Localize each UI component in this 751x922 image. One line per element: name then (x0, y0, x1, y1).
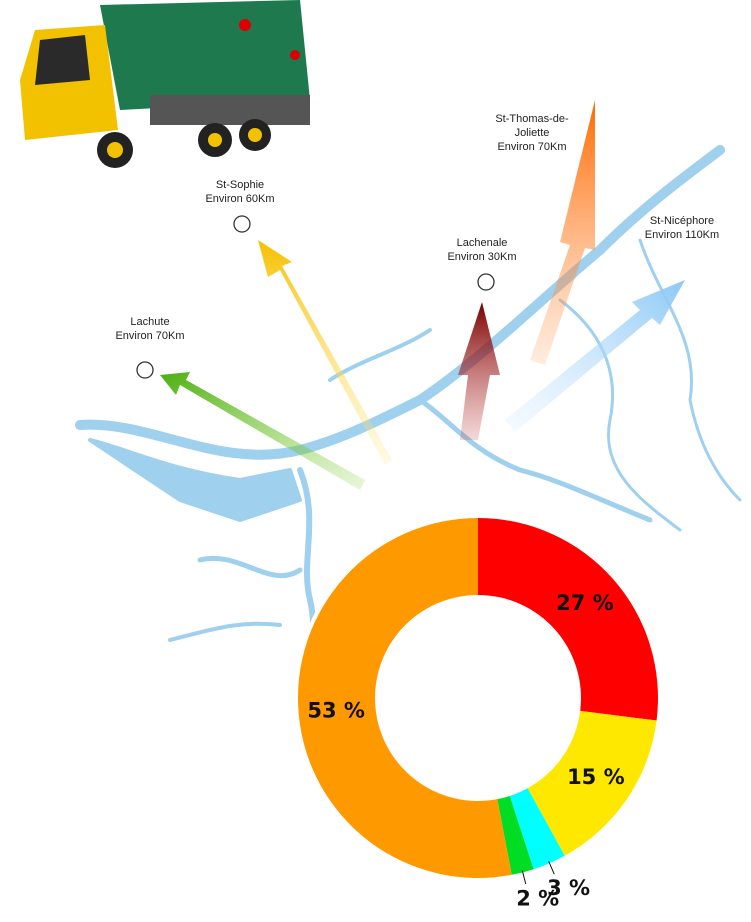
arrows (160, 100, 685, 490)
location-name: St-Nicéphore (650, 215, 714, 227)
location-distance: Environ 30Km (447, 251, 516, 263)
donut-slice (527, 710, 657, 856)
donut-slice (509, 788, 565, 870)
data-label: 3 % (547, 876, 590, 900)
donut-slice (478, 518, 659, 721)
truck-image (20, 0, 310, 168)
river-map (75, 145, 742, 703)
leader-line (521, 870, 527, 885)
location-name: St-Sophie (216, 179, 264, 191)
data-label: 2 % (516, 886, 559, 910)
location-name: Lachute (130, 316, 169, 328)
donut-slice (298, 518, 512, 878)
location-marker (136, 361, 154, 379)
location-name: St-Thomas-de- (495, 113, 569, 125)
location-marker (233, 215, 251, 233)
location-name: Joliette (515, 127, 550, 139)
donut-slice (497, 795, 534, 875)
data-label: 15 % (567, 765, 625, 789)
leader-line (548, 861, 555, 875)
location-distance: Environ 70Km (497, 141, 566, 153)
data-label: 27 % (556, 591, 614, 615)
location-distance: Environ 60Km (205, 193, 274, 205)
location-name: Lachenale (457, 237, 508, 249)
location-distance: Environ 110Km (645, 229, 719, 241)
location-marker (477, 273, 495, 291)
location-distance: Environ 70Km (115, 330, 184, 342)
data-label: 53 % (307, 698, 365, 722)
